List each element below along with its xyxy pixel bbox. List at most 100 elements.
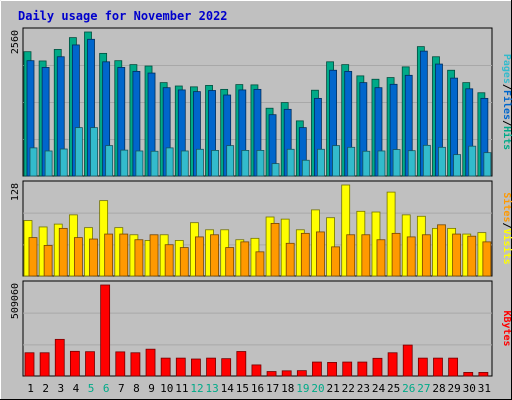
bar-pages-day-18 <box>286 148 295 177</box>
bar-sites-day-20 <box>316 231 325 277</box>
bar-kbytes-day-7 <box>115 351 126 377</box>
bar-pages-day-19 <box>301 159 310 177</box>
x-tick-label: 24 <box>372 382 386 395</box>
x-tick-label: 14 <box>221 382 235 395</box>
bar-kbytes-day-4 <box>69 350 80 377</box>
bar-pages-day-14 <box>226 145 235 177</box>
x-tick-label: 30 <box>463 382 476 395</box>
bar-pages-day-7 <box>120 149 129 177</box>
bar-kbytes-day-9 <box>145 348 156 377</box>
x-tick-label: 10 <box>160 382 173 395</box>
x-tick-label: 7 <box>118 382 125 395</box>
bar-kbytes-day-27 <box>417 357 428 377</box>
bar-pages-day-11 <box>180 150 189 177</box>
x-tick-label: 21 <box>327 382 340 395</box>
x-tick-label: 11 <box>175 382 188 395</box>
bar-sites-day-6 <box>104 233 114 277</box>
bar-sites-day-27 <box>421 234 431 277</box>
bar-sites-day-19 <box>300 232 310 277</box>
bar-pages-day-22 <box>347 146 356 177</box>
y-max-label-bottom: 509060 <box>10 283 21 319</box>
series-label-part: Visits <box>501 229 512 265</box>
bar-sites-day-24 <box>376 239 386 277</box>
series-label-middle: Sites/Visits <box>501 192 512 264</box>
y-axis-labels: 2560 Pages/Files/Hits 128 Sites/Visits 50906… <box>10 30 512 347</box>
bar-sites-day-3 <box>58 227 68 277</box>
x-tick-label: 28 <box>432 382 445 395</box>
x-tick-label: 12 <box>190 382 203 395</box>
y-max-label-middle: 128 <box>10 183 21 201</box>
bar-kbytes-day-3 <box>54 338 65 377</box>
bar-sites-day-5 <box>89 238 98 277</box>
bar-pages-day-13 <box>211 150 219 177</box>
bar-kbytes-day-18 <box>281 370 292 377</box>
bar-kbytes-day-2 <box>39 352 50 377</box>
bar-sites-day-8 <box>134 239 144 277</box>
x-tick-label: 3 <box>58 382 65 395</box>
x-tick-label: 19 <box>296 382 309 395</box>
bar-pages-day-30 <box>468 145 477 177</box>
bar-kbytes-day-10 <box>160 357 171 377</box>
bar-kbytes-day-11 <box>175 357 186 377</box>
bar-sites-day-13 <box>210 234 219 277</box>
x-tick-label: 15 <box>236 382 249 395</box>
bar-pages-day-4 <box>74 127 83 177</box>
bar-kbytes-day-26 <box>402 344 413 377</box>
bar-sites-day-28 <box>437 224 446 277</box>
bar-pages-day-1 <box>29 147 38 177</box>
bar-pages-day-10 <box>165 147 174 177</box>
bar-kbytes-day-24 <box>372 357 383 377</box>
bar-pages-day-24 <box>377 150 386 177</box>
series-label-part: Hits <box>501 126 512 150</box>
x-tick-label: 2 <box>42 382 49 395</box>
bar-kbytes-day-5 <box>85 351 95 377</box>
bar-sites-day-14 <box>225 247 235 277</box>
bar-sites-day-11 <box>179 247 189 277</box>
bar-sites-day-1 <box>28 237 38 277</box>
series-label-top: Pages/Files/Hits <box>501 54 512 150</box>
bar-pages-day-31 <box>483 152 492 177</box>
bar-kbytes-day-31 <box>478 372 489 377</box>
bar-kbytes-day-12 <box>191 358 201 377</box>
bar-kbytes-day-22 <box>342 361 353 377</box>
bar-pages-day-26 <box>407 150 416 177</box>
bar-pages-day-17 <box>271 163 280 177</box>
x-tick-label: 22 <box>342 382 355 395</box>
bar-sites-day-4 <box>73 237 83 277</box>
bar-kbytes-day-13 <box>206 357 216 377</box>
bar-pages-day-27 <box>422 144 431 177</box>
y-max-label-top: 2560 <box>10 30 21 54</box>
series-label-part: KBytes <box>501 310 512 346</box>
bar-sites-day-7 <box>119 233 129 277</box>
bar-sites-day-30 <box>467 235 477 277</box>
x-tick-label: 6 <box>103 382 110 395</box>
bar-pages-day-21 <box>332 145 340 177</box>
bar-sites-day-15 <box>240 241 250 277</box>
bar-kbytes-day-29 <box>448 357 459 377</box>
bar-pages-day-16 <box>256 150 265 177</box>
bar-kbytes-day-16 <box>251 364 262 377</box>
x-tick-label: 8 <box>133 382 140 395</box>
x-tick-label: 20 <box>311 382 324 395</box>
bar-kbytes-day-25 <box>387 352 398 377</box>
x-axis-ticks: 1 2 3 4 5 6 7 8 9 10 11 12 13 14 15 16 17 18 19 20 21 22 23 24 2… <box>27 382 491 395</box>
x-tick-label: 27 <box>417 382 430 395</box>
bar-sites-day-22 <box>346 234 356 277</box>
bar-sites-day-12 <box>195 236 204 277</box>
bar-sites-day-17 <box>270 222 280 277</box>
x-tick-label: 1 <box>27 382 34 395</box>
bar-pages-day-8 <box>135 150 144 177</box>
bar-kbytes-day-30 <box>463 372 474 377</box>
x-tick-label: 25 <box>387 382 400 395</box>
bar-kbytes-day-1 <box>24 352 35 377</box>
x-tick-label: 31 <box>478 382 491 395</box>
bar-kbytes-day-6 <box>100 284 111 377</box>
x-tick-label: 5 <box>88 382 95 395</box>
bar-pages-day-6 <box>105 145 114 177</box>
bar-sites-day-25 <box>391 232 401 277</box>
bar-visits-day-22 <box>341 184 351 277</box>
bar-kbytes-day-20 <box>312 361 322 377</box>
bar-pages-day-25 <box>392 149 401 177</box>
series-label-part: / <box>501 120 512 126</box>
